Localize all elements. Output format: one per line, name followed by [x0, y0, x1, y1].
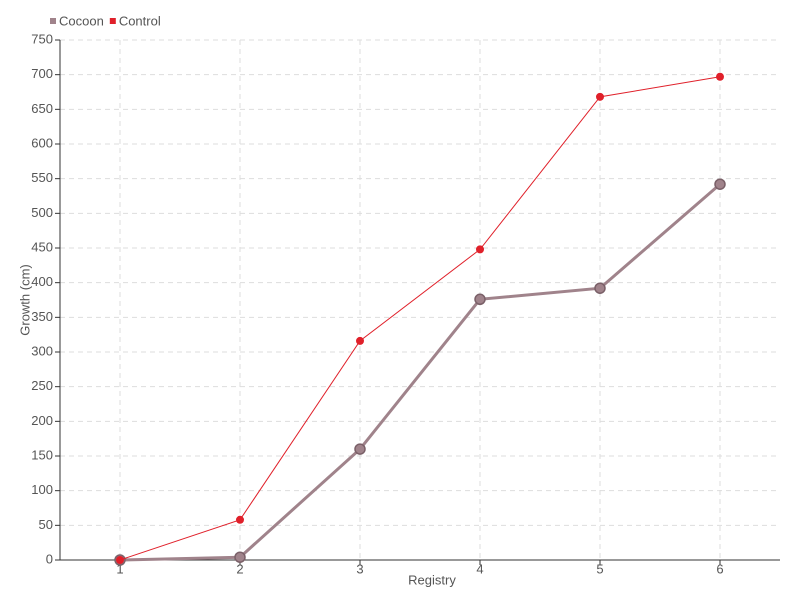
- x-axis-label: Registry: [408, 572, 456, 587]
- legend-swatch: [50, 18, 56, 24]
- legend-swatch: [109, 18, 116, 24]
- x-tick-label: 2: [236, 561, 243, 576]
- y-tick-label: 350: [31, 309, 53, 324]
- data-point: [596, 92, 604, 101]
- data-point: [714, 178, 726, 190]
- data-point: [234, 551, 246, 563]
- x-tick-label: 6: [716, 561, 723, 576]
- y-tick-label: 600: [31, 135, 53, 150]
- data-point: [476, 245, 484, 254]
- data-point: [474, 293, 486, 306]
- series-line: [119, 76, 721, 561]
- data-point: [594, 282, 606, 294]
- data-point: [116, 556, 124, 564]
- data-point: [354, 443, 366, 455]
- data-point: [356, 336, 364, 345]
- x-tick-label: 1: [116, 561, 123, 576]
- y-tick-label: 0: [46, 551, 53, 566]
- x-tick-label: 4: [476, 561, 483, 576]
- y-tick-label: 650: [31, 101, 53, 116]
- data-point: [236, 515, 244, 524]
- y-tick-label: 200: [31, 413, 53, 428]
- series-line: [119, 183, 721, 562]
- y-tick-label: 450: [31, 239, 53, 254]
- y-tick-label: 250: [31, 378, 53, 393]
- data-point: [716, 72, 724, 81]
- x-tick-label: 5: [596, 561, 603, 576]
- y-tick-label: 150: [31, 447, 53, 462]
- y-axis-label: Growth (cm): [17, 264, 32, 336]
- y-tick-label: 400: [31, 274, 53, 289]
- y-tick-label: 50: [39, 517, 53, 532]
- legend-label: Control: [119, 13, 161, 28]
- y-tick-label: 500: [31, 205, 53, 220]
- y-tick-label: 750: [31, 31, 53, 46]
- y-tick-label: 700: [31, 66, 53, 81]
- legend-label: Cocoon: [59, 13, 104, 28]
- y-tick-label: 300: [31, 343, 53, 358]
- y-tick-label: 100: [31, 482, 53, 497]
- y-tick-label: 550: [31, 170, 53, 185]
- x-tick-label: 3: [356, 561, 363, 576]
